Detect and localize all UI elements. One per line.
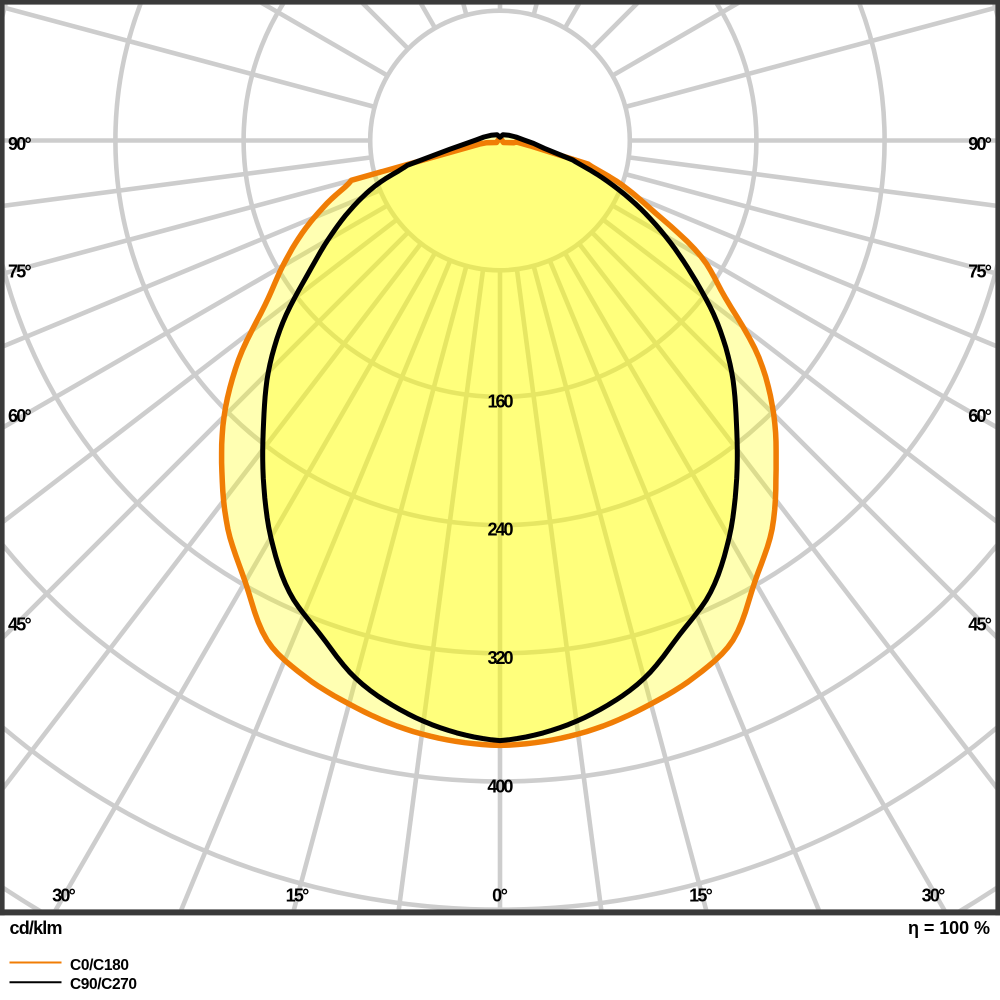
svg-text:C0/C180: C0/C180 — [70, 957, 129, 974]
svg-text:30°: 30° — [922, 885, 946, 905]
svg-text:45°: 45° — [968, 615, 992, 635]
svg-text:60°: 60° — [968, 406, 992, 426]
svg-text:320: 320 — [488, 648, 514, 668]
svg-text:400: 400 — [487, 777, 513, 797]
svg-text:0°: 0° — [492, 885, 508, 905]
svg-text:C90/C270: C90/C270 — [70, 976, 137, 993]
svg-text:cd/klm: cd/klm — [10, 918, 63, 938]
svg-text:75°: 75° — [8, 262, 32, 282]
svg-text:15°: 15° — [689, 885, 713, 905]
svg-text:240: 240 — [488, 520, 514, 540]
svg-text:45°: 45° — [8, 615, 32, 635]
svg-text:60°: 60° — [8, 406, 32, 426]
svg-text:90°: 90° — [8, 134, 32, 154]
svg-text:90°: 90° — [968, 134, 992, 154]
svg-text:15°: 15° — [286, 885, 310, 905]
svg-text:160: 160 — [488, 391, 514, 411]
svg-text:30°: 30° — [52, 885, 76, 905]
svg-text:η = 100 %: η = 100 % — [908, 918, 990, 938]
svg-text:75°: 75° — [968, 262, 992, 282]
